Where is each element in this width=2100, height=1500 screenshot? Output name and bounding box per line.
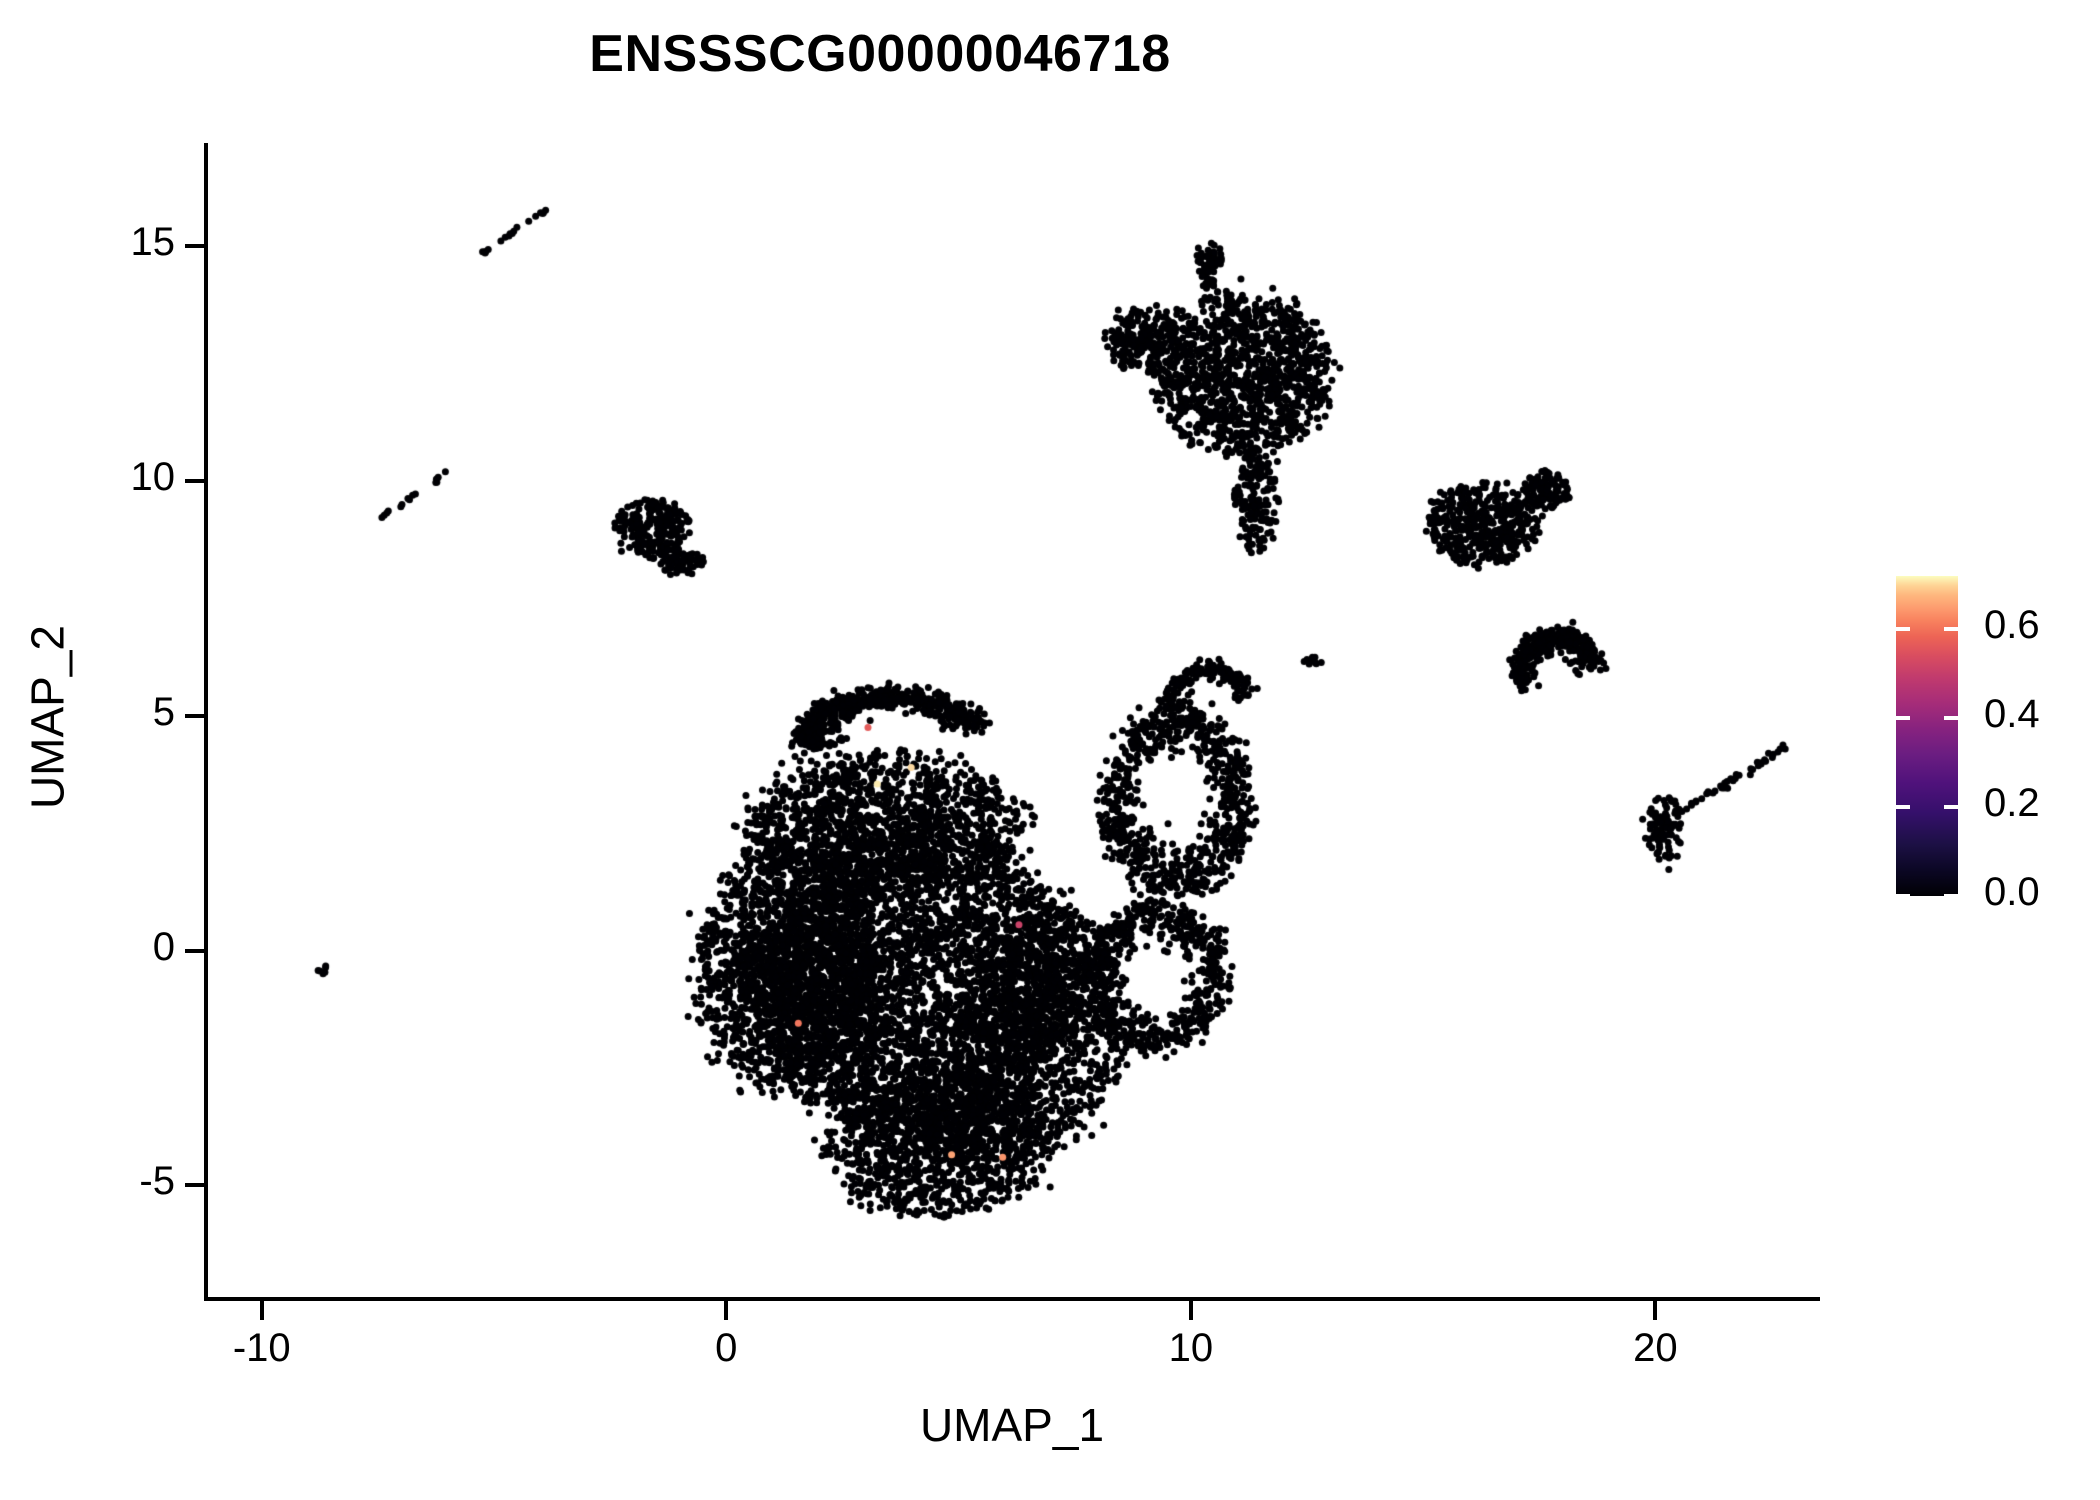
- y-tick-mark: [185, 244, 205, 249]
- y-tick-label: 0: [152, 924, 175, 969]
- colorbar-tick-label: 0.2: [1984, 781, 2040, 826]
- y-tick-mark: [185, 479, 205, 484]
- colorbar-tick-mark: [1944, 716, 1958, 721]
- umap-scatter-points: [206, 143, 1818, 1298]
- y-tick-mark: [185, 948, 205, 953]
- x-tick-mark: [724, 1300, 729, 1320]
- color-legend: 0.0 0.2 0.4 0.6: [1896, 576, 2086, 914]
- page-title: ENSSSCG00000046718: [589, 25, 1171, 83]
- x-tick-mark: [1653, 1300, 1658, 1320]
- x-axis-title: UMAP_1: [919, 1399, 1105, 1451]
- colorbar-tick-mark: [1944, 894, 1958, 898]
- colorbar-tick-label: 0.4: [1984, 692, 2040, 737]
- colorbar-gradient: [1896, 576, 1958, 896]
- colorbar-tick-mark: [1944, 627, 1958, 632]
- y-tick-mark: [185, 713, 205, 718]
- colorbar-tick-mark: [1896, 716, 1910, 721]
- colorbar-tick-label: 0.0: [1984, 870, 2040, 914]
- colorbar-tick-mark: [1944, 805, 1958, 810]
- y-axis-title: UMAP_2: [21, 624, 74, 810]
- x-tick-mark: [259, 1300, 264, 1320]
- x-tick-label: 0: [715, 1326, 738, 1370]
- x-tick-label: 10: [1168, 1326, 1214, 1370]
- colorbar-tick-label: 0.6: [1984, 603, 2040, 648]
- colorbar-tick-mark: [1896, 627, 1910, 632]
- colorbar-tick-mark: [1896, 805, 1910, 810]
- colorbar-tick-mark: [1896, 894, 1910, 898]
- x-tick-mark: [1188, 1300, 1193, 1320]
- y-tick-label: 5: [152, 689, 175, 734]
- x-axis-line: [204, 1297, 1820, 1301]
- x-tick-label: -10: [232, 1326, 291, 1370]
- y-tick-label: 15: [130, 220, 176, 265]
- y-tick-mark: [185, 1183, 205, 1188]
- x-tick-label: 20: [1633, 1326, 1678, 1370]
- y-tick-label: 10: [130, 455, 176, 500]
- scatter-plot-panel: [206, 143, 1818, 1298]
- y-axis-line: [204, 143, 208, 1300]
- y-tick-label: -5: [139, 1159, 175, 1204]
